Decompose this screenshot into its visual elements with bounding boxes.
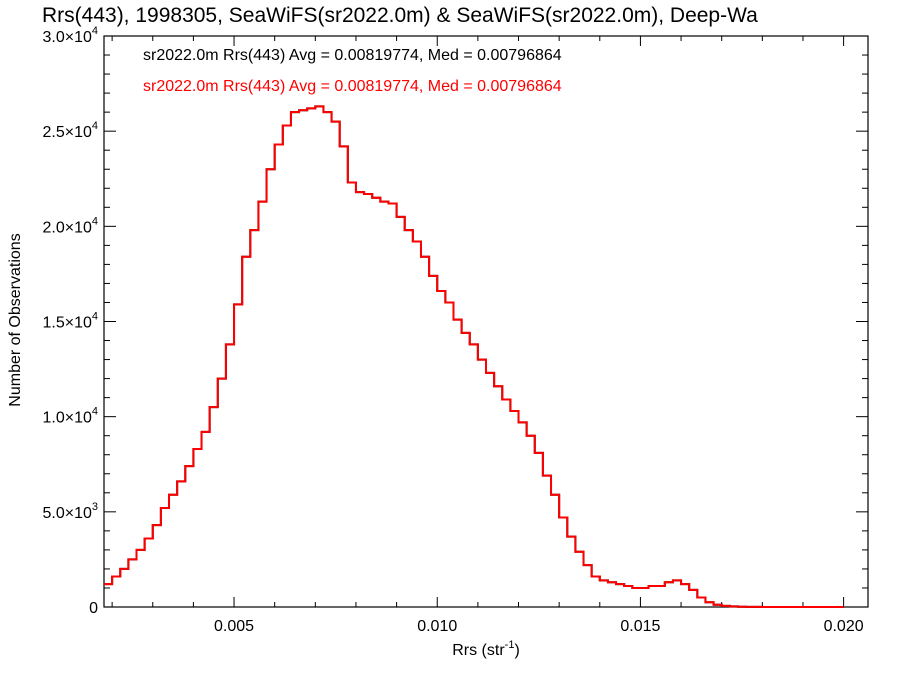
- x-tick-label: 0.005: [214, 618, 254, 635]
- y-tick-label: 2.5×104: [42, 120, 98, 141]
- y-tick-label: 1.5×104: [42, 311, 98, 332]
- series-black-histogram: [104, 105, 844, 608]
- x-tick-label: 0.010: [417, 618, 457, 635]
- series-red-histogram: [104, 105, 844, 608]
- x-tick-label: 0.020: [824, 618, 864, 635]
- y-tick-label: 1.0×104: [42, 406, 98, 427]
- x-axis-label: Rrs (str-1): [452, 639, 520, 659]
- y-axis-label: Number of Observations: [7, 233, 24, 406]
- y-tick-label: 3.0×104: [42, 25, 98, 46]
- y-tick-label: 0: [89, 600, 98, 617]
- series-layer: [104, 105, 844, 608]
- chart-title: Rrs(443), 1998305, SeaWiFS(sr2022.0m) & …: [42, 4, 758, 27]
- x-tick-label: 0.015: [620, 618, 660, 635]
- plot-frame: [103, 35, 869, 608]
- y-tick-label: 5.0×103: [42, 501, 98, 522]
- axis-ticks: [104, 35, 868, 608]
- legend-entry-red: sr2022.0m Rrs(443) Avg = 0.00819774, Med…: [143, 78, 562, 95]
- y-tick-label: 2.0×104: [42, 215, 98, 236]
- legend-entry-black: sr2022.0m Rrs(443) Avg = 0.00819774, Med…: [143, 47, 562, 64]
